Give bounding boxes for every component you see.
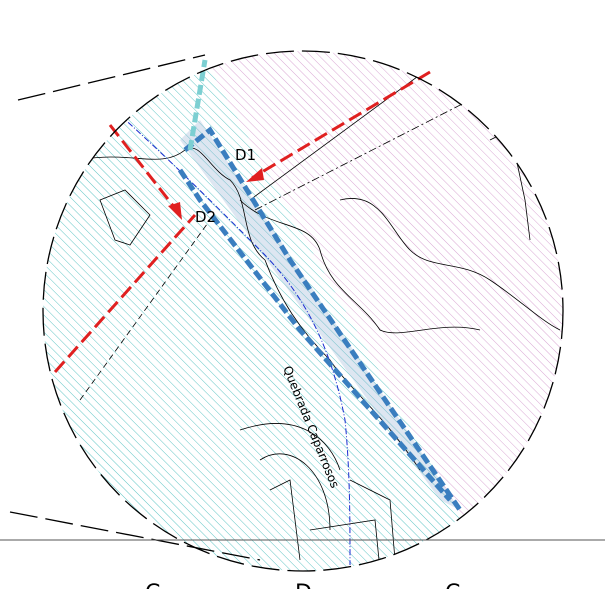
contour bbox=[239, 423, 396, 571]
bottom-label: C bbox=[145, 581, 160, 589]
stream-line bbox=[119, 114, 351, 566]
bottom-label: C bbox=[445, 581, 460, 589]
label-d1: D1 bbox=[235, 146, 256, 164]
direction-line bbox=[53, 214, 197, 373]
direction-line bbox=[251, 70, 431, 180]
tangent-line bbox=[9, 511, 261, 561]
boundary bbox=[177, 168, 452, 502]
boundary-extension bbox=[187, 59, 208, 151]
contour bbox=[99, 189, 151, 246]
influence-circle bbox=[42, 50, 564, 572]
direction-line bbox=[108, 124, 180, 213]
contour bbox=[79, 219, 211, 401]
corridor bbox=[180, 120, 460, 510]
arrow-d1 bbox=[246, 168, 264, 182]
tangent-line bbox=[17, 54, 206, 101]
contour bbox=[239, 199, 481, 334]
boundary bbox=[183, 126, 463, 512]
contour bbox=[339, 198, 561, 331]
bottom-label: D bbox=[295, 581, 312, 589]
label-d2: D2 bbox=[195, 208, 216, 226]
zone-pink bbox=[205, 51, 563, 571]
arrow-d2 bbox=[168, 202, 182, 220]
